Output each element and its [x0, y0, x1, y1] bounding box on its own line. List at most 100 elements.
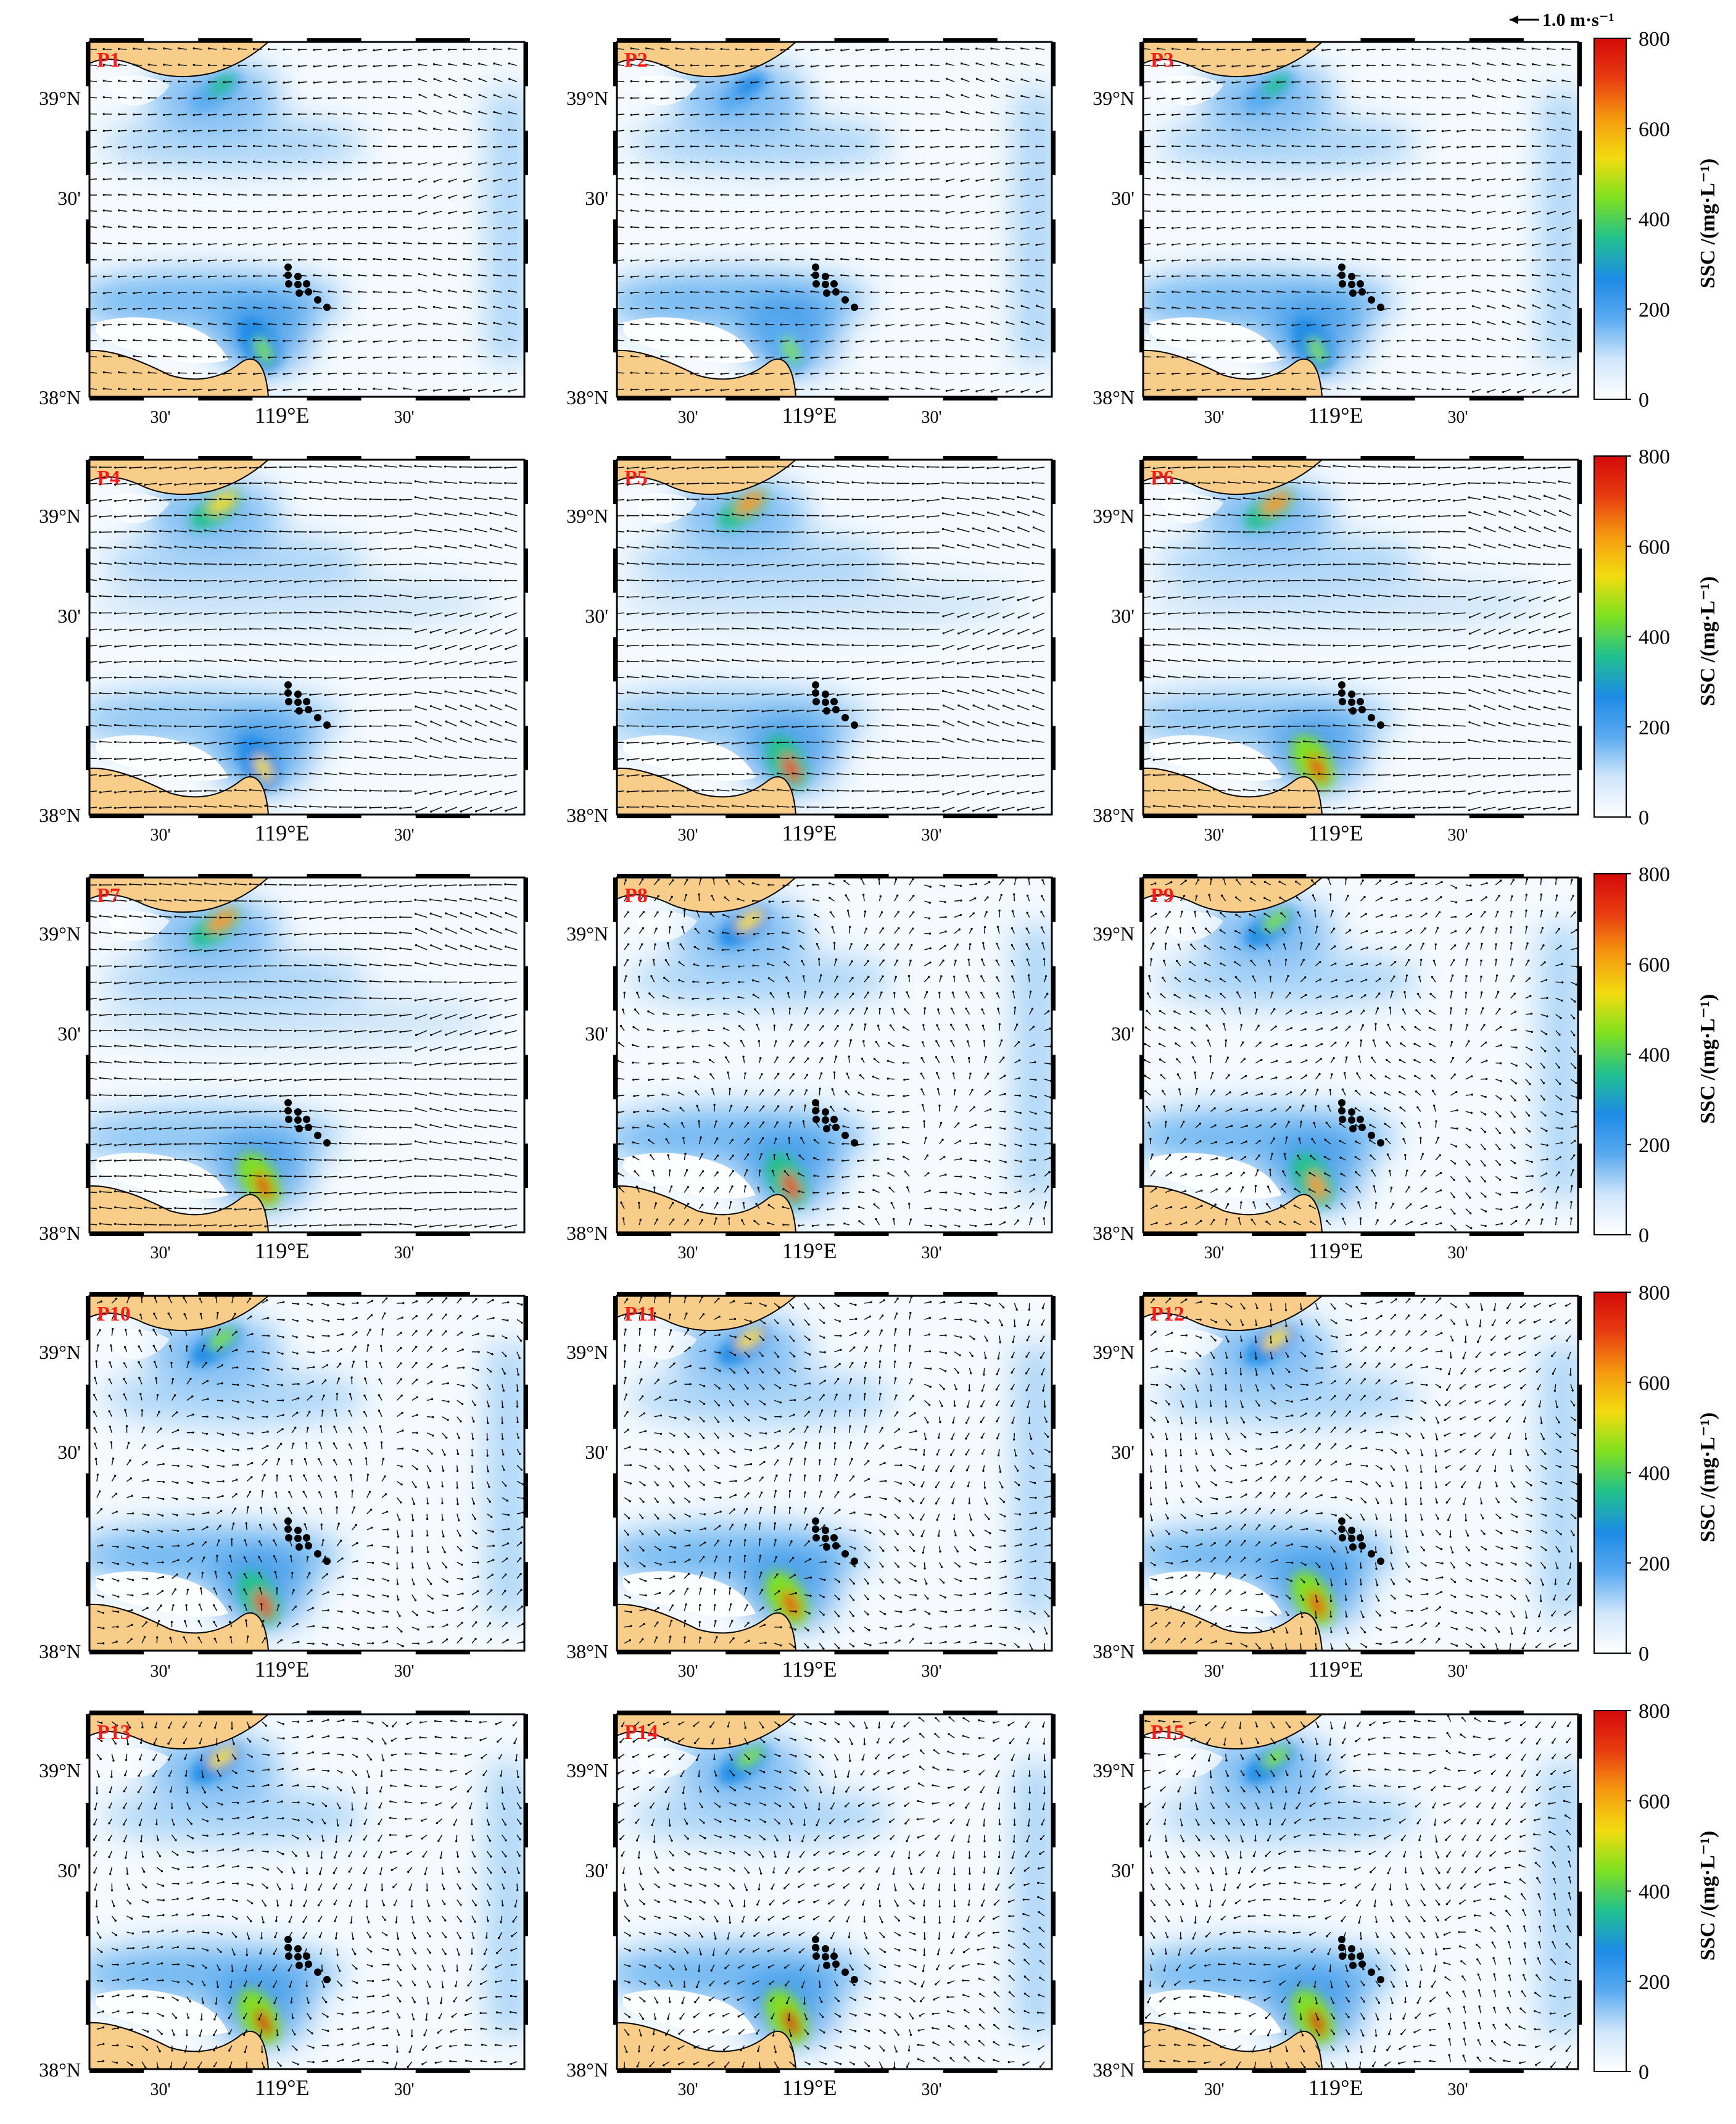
south-coast-land: [1143, 767, 1323, 815]
colorbar-tick-label: 600: [1639, 953, 1670, 976]
colorbar-tick-label: 400: [1639, 626, 1670, 649]
lat-tick-label: 38°N: [1093, 804, 1135, 826]
station-dots: [812, 1099, 858, 1147]
station-dots: [284, 1099, 331, 1147]
lon-tick-label: 30': [1447, 1243, 1468, 1263]
south-coast-land: [617, 1603, 797, 1651]
station-dots: [812, 263, 858, 311]
panel-label: P4: [97, 467, 120, 489]
north-coast-land: [617, 1714, 797, 1750]
ssc-hotspots: [1244, 1743, 1334, 2044]
lat-tick-label: 39°N: [1093, 923, 1135, 945]
frame-ticks: [1139, 1292, 1582, 1654]
lon-tick-label: 30': [677, 1243, 698, 1263]
lat-tick-label: 38°N: [566, 1222, 608, 1244]
lat-tick-label: 30': [1111, 1023, 1135, 1045]
station-dots: [1338, 1517, 1384, 1565]
lat-tick-label: 39°N: [39, 923, 81, 945]
colorbar: 800 600 400 200 0 SSC /(mg·L⁻¹): [1593, 28, 1719, 412]
tidal-flat: [1149, 1989, 1282, 2036]
colorbar-tick-label: 800: [1639, 1282, 1670, 1305]
tidal-flat: [623, 317, 756, 363]
colorbar-tick-label: 0: [1639, 2061, 1649, 2084]
colorbar-title: SSC /(mg·L⁻¹): [1697, 1413, 1719, 1542]
lat-tick-label: 39°N: [566, 505, 608, 527]
lon-tick-label: 119°E: [782, 403, 837, 428]
lon-tick-label: 119°E: [254, 1657, 309, 1682]
panel-p3: P3 39°N 30' 38°N 30' 119°E 30': [1093, 38, 1582, 428]
colorbar-tick-label: 200: [1639, 1553, 1670, 1575]
station-dots: [812, 1517, 858, 1565]
lon-tick-label: 119°E: [1308, 1238, 1363, 1263]
ssc-plume-field: [617, 896, 1052, 1211]
frame-ticks: [1139, 874, 1582, 1236]
lat-tick-label: 39°N: [39, 505, 81, 527]
lon-tick-label: 30': [677, 2080, 698, 2099]
colorbar: 800 600 400 200 0 SSC /(mg·L⁻¹): [1593, 863, 1719, 1247]
north-coast-land: [1143, 877, 1323, 913]
panel-label: P1: [97, 49, 120, 72]
lat-tick-label: 38°N: [39, 2059, 81, 2081]
colorbar-tick-label: 800: [1639, 863, 1670, 886]
frame-ticks: [86, 874, 528, 1236]
lon-tick-label: 119°E: [1308, 403, 1363, 428]
lon-tick-label: 119°E: [254, 821, 309, 845]
station-dots: [284, 681, 331, 729]
lon-tick-label: 119°E: [1308, 821, 1363, 845]
colorbar-title: SSC /(mg·L⁻¹): [1697, 1831, 1719, 1960]
colorbar: 800 600 400 200 0 SSC /(mg·L⁻¹): [1593, 446, 1719, 829]
station-dots: [1338, 1099, 1384, 1147]
lon-tick-label: 30': [394, 2080, 414, 2099]
colorbar-tick-label: 0: [1639, 807, 1649, 829]
lon-tick-label: 30': [1204, 408, 1224, 427]
lon-tick-label: 30': [394, 408, 414, 427]
tidal-flat: [96, 1571, 228, 1617]
panel-p13: P13 39°N 30' 38°N 30' 119°E 30': [39, 1711, 528, 2100]
colorbar-tick-label: 600: [1639, 118, 1670, 141]
lat-tick-label: 38°N: [39, 804, 81, 826]
frame-ticks: [86, 1292, 528, 1654]
lat-tick-label: 38°N: [1093, 1222, 1135, 1244]
tidal-flat: [96, 317, 228, 363]
current-vectors: [93, 1296, 524, 1648]
lon-tick-label: 30': [921, 2080, 941, 2099]
north-coast-land: [89, 1296, 270, 1332]
lon-tick-label: 30': [150, 1662, 170, 1681]
frame-ticks: [613, 38, 1056, 400]
lat-tick-label: 30': [1111, 187, 1135, 209]
tidal-flat: [96, 735, 228, 781]
north-coast-land: [1143, 1714, 1323, 1750]
frame-ticks: [86, 456, 528, 818]
north-coast-land: [1143, 460, 1323, 496]
current-vectors: [624, 1296, 1052, 1651]
colorbar-tick-label: 200: [1639, 1134, 1670, 1157]
lon-tick-label: 30': [150, 826, 170, 845]
tidal-flat: [1149, 735, 1282, 781]
lat-tick-label: 38°N: [39, 386, 81, 409]
lon-tick-label: 30': [1447, 408, 1468, 427]
lat-tick-label: 39°N: [1093, 87, 1135, 109]
lon-tick-label: 119°E: [782, 2075, 837, 2100]
ssc-plume-field: [89, 1314, 524, 1629]
panel-p4: P4 39°N 30' 38°N 30' 119°E 30': [39, 456, 528, 845]
station-dots: [1338, 1936, 1384, 1983]
panel-p11: P11 39°N 30' 38°N 30' 119°E 30': [566, 1292, 1056, 1682]
panel-label: P15: [1151, 1721, 1184, 1744]
panel-label: P5: [624, 467, 648, 489]
colorbar-tick-label: 800: [1639, 1700, 1670, 1723]
lon-tick-label: 30': [394, 1662, 414, 1681]
tidal-flat: [1149, 1153, 1282, 1199]
lon-tick-label: 30': [1204, 826, 1224, 845]
south-coast-land: [89, 2022, 270, 2069]
current-vectors: [617, 47, 1045, 394]
station-dots: [812, 1936, 858, 1983]
lat-tick-label: 38°N: [39, 1640, 81, 1662]
lat-tick-label: 30': [585, 1441, 608, 1463]
panel-label: P3: [1151, 49, 1174, 72]
lat-tick-label: 39°N: [39, 87, 81, 109]
panel-p15: P15 39°N 30' 38°N 30' 119°E 30': [1093, 1711, 1582, 2100]
station-dots: [812, 681, 858, 729]
colorbar-tick-label: 400: [1639, 1881, 1670, 1904]
tidal-flat: [1149, 317, 1282, 363]
